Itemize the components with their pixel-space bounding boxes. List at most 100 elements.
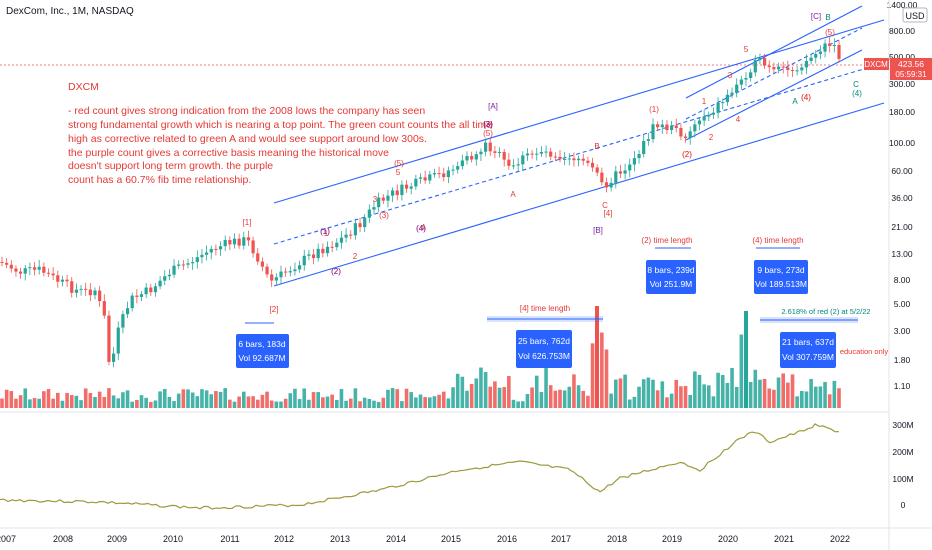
volume-bar [507, 376, 511, 408]
volume-bar [269, 400, 274, 408]
note-line: doesn't support long term growth. the pu… [68, 160, 273, 172]
volume-bar [65, 392, 69, 408]
wave-label: [2] [270, 305, 279, 314]
candle-body [9, 264, 13, 269]
candle-body [353, 223, 357, 236]
time-measures[interactable]: [4] time length (2) time length (4) time… [245, 236, 871, 324]
volume-bar [153, 400, 158, 408]
channel-mid-line[interactable] [273, 62, 885, 245]
candle-body [279, 271, 283, 278]
wave-label: (1) [320, 227, 330, 236]
note-line: count has a 60.7% fib time relationship. [68, 174, 251, 186]
chart-title: DexCom, Inc., 1M, NASDAQ [6, 6, 134, 17]
candle-body [363, 217, 367, 228]
wave-label: (4) [416, 224, 426, 233]
candle-body [125, 308, 130, 315]
candle-body [274, 277, 278, 281]
volume-bar [553, 390, 558, 408]
candle-body [767, 65, 771, 68]
volume-bar [260, 394, 265, 408]
stats-bars: 6 bars, 183d [238, 339, 286, 349]
stats-box[interactable]: 8 bars, 239d Vol 251.9M [646, 260, 696, 294]
candle-body [688, 131, 692, 139]
volume-bar [781, 373, 785, 408]
volume-bar [274, 401, 279, 408]
candle-body [600, 172, 604, 183]
candle-body [46, 272, 51, 274]
wave-label: 4 [421, 223, 426, 232]
volume-bar [107, 388, 111, 408]
candle-body [693, 124, 697, 132]
volume-bar [586, 395, 590, 408]
stats-box[interactable]: 21 bars, 637d Vol 307.759M [780, 332, 836, 368]
candle-body [381, 197, 385, 201]
currency-badge[interactable] [902, 7, 928, 23]
candle-body [721, 102, 725, 104]
volume-bar [623, 374, 627, 408]
volume-bar [79, 400, 83, 408]
stats-box[interactable]: 6 bars, 183d Vol 92.687M [236, 334, 289, 368]
volume-bar [51, 398, 55, 408]
volume-bar [204, 390, 209, 408]
note-line: - red count gives strong indication from… [68, 105, 425, 117]
channel-upper-line[interactable] [273, 19, 885, 204]
time-tick-label: 2013 [330, 534, 350, 544]
volume-bar [627, 399, 632, 408]
candle-body [51, 273, 55, 276]
volume-bar [572, 374, 576, 408]
volume-bar [581, 390, 586, 408]
wave-label: (2) [331, 267, 341, 276]
candle-body [460, 160, 464, 167]
analysis-note[interactable]: DXCM - red count gives strong indication… [68, 81, 492, 186]
candle-body [660, 124, 664, 128]
last-price-tag[interactable]: DXCM 423.56 05:59:31 [864, 58, 932, 80]
stats-vol: Vol 251.9M [650, 279, 693, 289]
stats-box[interactable]: 25 bars, 762d Vol 626.753M [516, 330, 572, 368]
candle-body [614, 171, 618, 183]
volume-bar [776, 377, 781, 408]
candle-body [753, 60, 757, 73]
volume-bar [539, 392, 544, 408]
volume-axis[interactable]: 300M 200M 100M 0 [892, 420, 913, 510]
stats-box[interactable]: 9 bars, 273d Vol 189.513M [754, 260, 808, 294]
volume-bar [358, 401, 362, 408]
candle-body [191, 262, 195, 264]
price-tick-label: 13.00 [891, 249, 913, 259]
wave-label: 1 [702, 97, 707, 106]
volume-bar [641, 379, 646, 408]
volume-bar [97, 391, 102, 408]
wave-label: B [825, 13, 830, 22]
candle-body [260, 261, 264, 267]
candle-body [609, 182, 613, 188]
inner-channel-upper[interactable] [685, 5, 863, 99]
candle-body [65, 279, 69, 282]
inner-channel-lower[interactable] [685, 49, 863, 141]
trend-channels[interactable] [273, 5, 885, 287]
candle-body [270, 274, 274, 281]
volume-bar [474, 378, 479, 408]
candle-body [437, 173, 441, 175]
candle-body [470, 156, 474, 160]
volume-bars [0, 306, 841, 408]
volume-bar [325, 396, 330, 408]
volume-bar [418, 394, 423, 408]
wave-label: [4] [604, 209, 613, 218]
wave-label: 3 [728, 71, 733, 80]
candle-body [107, 315, 111, 362]
volume-bar [497, 387, 502, 408]
stats-vol: Vol 626.753M [518, 351, 570, 361]
candle-body [251, 240, 255, 254]
volume-bar [395, 389, 400, 408]
volume-bar [758, 379, 762, 408]
volume-bar [283, 398, 288, 408]
volume-bar [562, 390, 567, 408]
stats-vol: Vol 189.513M [755, 279, 807, 289]
channel-lower-line[interactable] [273, 102, 885, 287]
volume-bar [367, 398, 372, 408]
inner-channel-mid[interactable] [685, 27, 863, 120]
candle-body [88, 289, 92, 296]
candle-body [358, 223, 362, 228]
volume-bar [432, 396, 437, 408]
time-axis[interactable]: 2007 2008 2009 2010 2011 2012 2013 2014 2015 2016… [0, 534, 850, 544]
